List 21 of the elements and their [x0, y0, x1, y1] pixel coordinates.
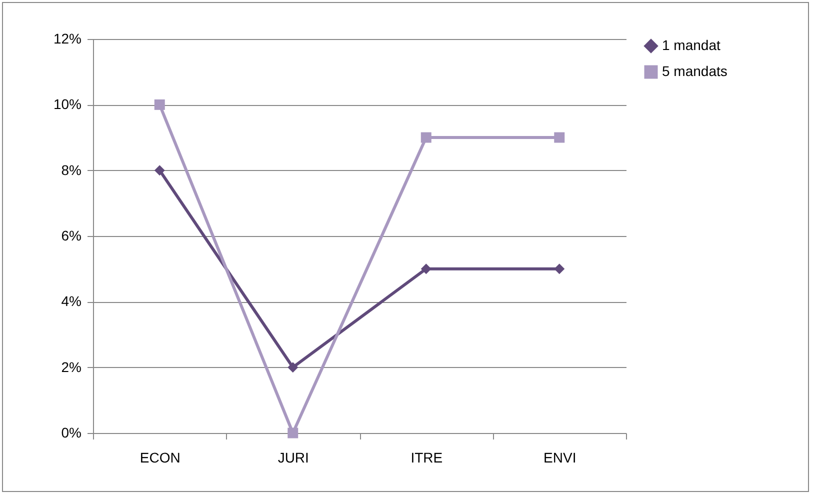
y-tick-label: 8%: [61, 162, 82, 178]
point: [154, 165, 165, 176]
point: [554, 132, 565, 143]
point: [420, 132, 432, 143]
y-tick-label: 4%: [61, 293, 82, 310]
legend-label: 1 mandat: [662, 37, 720, 53]
x-tick-label: ITRE: [410, 450, 443, 466]
x-tick-label: ECON: [140, 450, 180, 466]
point: [420, 264, 432, 274]
point: [288, 428, 298, 438]
y-tick-label: 10%: [53, 96, 82, 112]
y-tick-label: 0%: [61, 424, 82, 440]
x-tick-label: ENVI: [544, 450, 576, 466]
point: [288, 362, 298, 373]
y-tick-label: 12%: [53, 30, 82, 46]
legend-label: 5 mandats: [662, 63, 728, 79]
point: [554, 264, 565, 274]
y-tick-label: 6%: [61, 228, 82, 244]
x-tick-label: JURI: [278, 450, 309, 466]
y-tick-label: 2%: [61, 358, 82, 375]
point: [154, 99, 165, 110]
